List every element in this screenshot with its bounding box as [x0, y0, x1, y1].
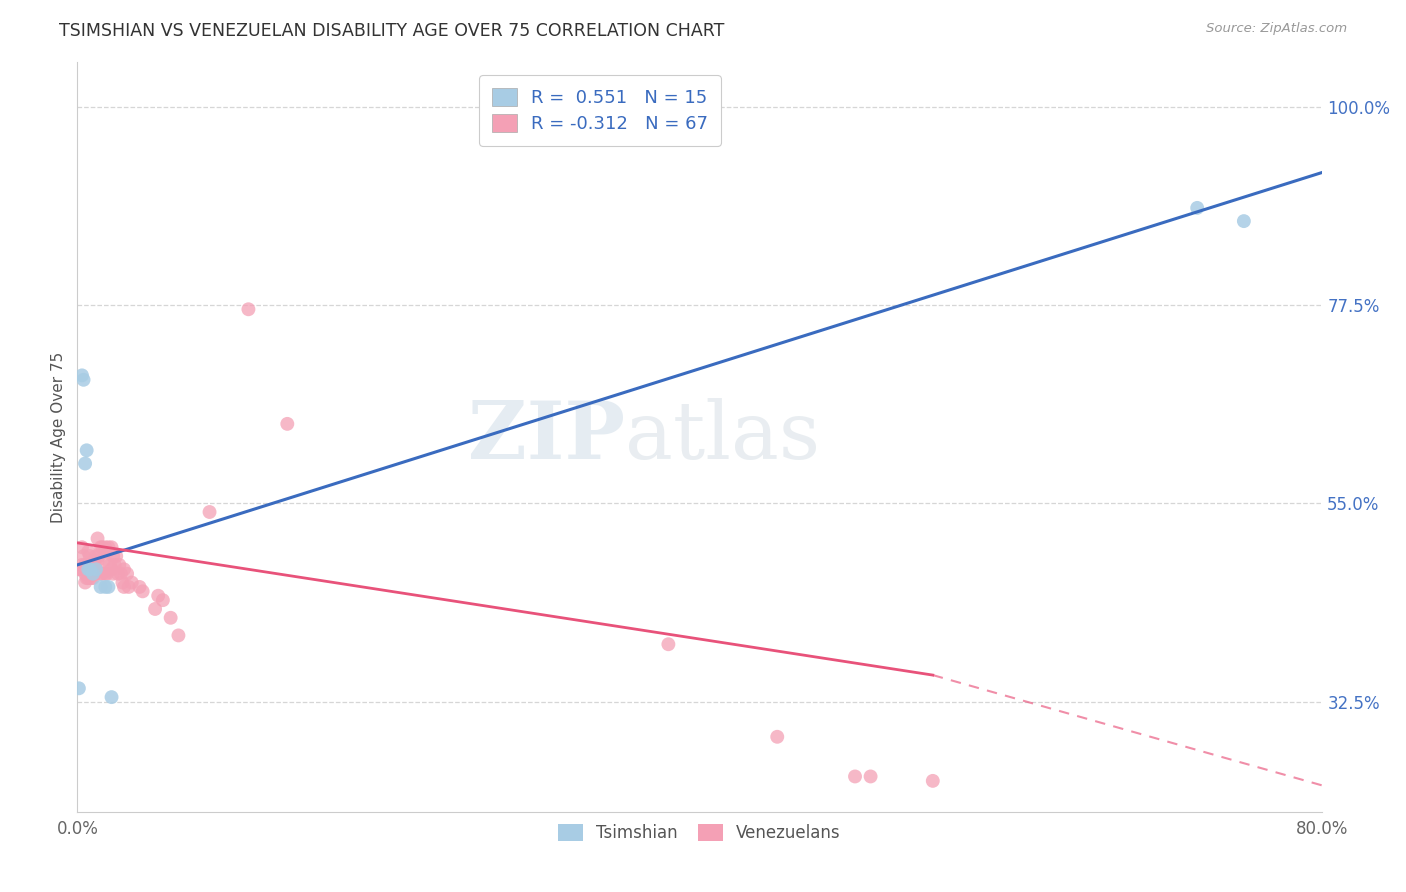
Text: ZIP: ZIP	[468, 398, 624, 476]
Point	[77, 571, 100, 585]
Point	[148, 589, 170, 603]
Point	[128, 580, 150, 594]
Point	[70, 368, 93, 383]
Legend: Tsimshian, Venezuelans: Tsimshian, Venezuelans	[551, 817, 848, 848]
Point	[93, 553, 115, 567]
Point	[110, 566, 132, 581]
Point	[100, 541, 122, 555]
Point	[94, 580, 117, 594]
Point	[96, 544, 118, 558]
Point	[1233, 214, 1256, 228]
Point	[83, 553, 105, 567]
Point	[70, 541, 93, 555]
Point	[90, 541, 112, 555]
Point	[238, 302, 260, 317]
Point	[76, 562, 98, 576]
Text: Source: ZipAtlas.com: Source: ZipAtlas.com	[1206, 22, 1347, 36]
Point	[82, 566, 104, 581]
Point	[84, 549, 107, 563]
Point	[82, 571, 104, 585]
Point	[121, 575, 143, 590]
Point	[97, 541, 120, 555]
Point	[844, 769, 866, 783]
Point	[84, 562, 107, 576]
Point	[77, 558, 100, 572]
Point	[111, 575, 134, 590]
Point	[859, 769, 882, 783]
Point	[198, 505, 221, 519]
Point	[107, 566, 129, 581]
Point	[83, 566, 105, 581]
Y-axis label: Disability Age Over 75: Disability Age Over 75	[51, 351, 66, 523]
Point	[90, 566, 112, 581]
Point	[657, 637, 679, 651]
Point	[75, 558, 97, 572]
Point	[115, 566, 138, 581]
Point	[112, 562, 135, 576]
Point	[96, 566, 118, 581]
Point	[101, 566, 124, 581]
Point	[105, 549, 128, 563]
Point	[77, 544, 100, 558]
Point	[108, 558, 131, 572]
Point	[77, 562, 100, 576]
Point	[67, 562, 90, 576]
Point	[921, 773, 943, 788]
Point	[75, 575, 97, 590]
Point	[76, 443, 98, 458]
Point	[80, 558, 103, 572]
Point	[152, 593, 174, 607]
Point	[91, 566, 114, 581]
Point	[91, 541, 114, 555]
Point	[75, 566, 97, 581]
Point	[69, 562, 91, 576]
Point	[98, 558, 121, 572]
Point	[276, 417, 298, 431]
Point	[72, 373, 94, 387]
Point	[100, 690, 122, 705]
Point	[94, 566, 117, 581]
Point	[79, 549, 101, 563]
Point	[94, 541, 117, 555]
Point	[159, 611, 181, 625]
Text: atlas: atlas	[624, 398, 820, 476]
Point	[75, 457, 97, 471]
Point	[70, 558, 93, 572]
Point	[100, 562, 122, 576]
Point	[97, 580, 120, 594]
Point	[80, 571, 103, 585]
Point	[84, 562, 107, 576]
Text: TSIMSHIAN VS VENEZUELAN DISABILITY AGE OVER 75 CORRELATION CHART: TSIMSHIAN VS VENEZUELAN DISABILITY AGE O…	[59, 22, 724, 40]
Point	[79, 566, 101, 581]
Point	[1185, 201, 1208, 215]
Point	[118, 580, 141, 594]
Point	[67, 681, 90, 696]
Point	[112, 580, 135, 594]
Point	[79, 562, 101, 576]
Point	[76, 571, 98, 585]
Point	[766, 730, 789, 744]
Point	[131, 584, 153, 599]
Point	[86, 532, 108, 546]
Point	[72, 549, 94, 563]
Point	[86, 553, 108, 567]
Point	[167, 628, 190, 642]
Point	[104, 558, 127, 572]
Point	[87, 549, 110, 563]
Point	[90, 580, 112, 594]
Point	[101, 549, 124, 563]
Point	[143, 602, 166, 616]
Point	[82, 558, 104, 572]
